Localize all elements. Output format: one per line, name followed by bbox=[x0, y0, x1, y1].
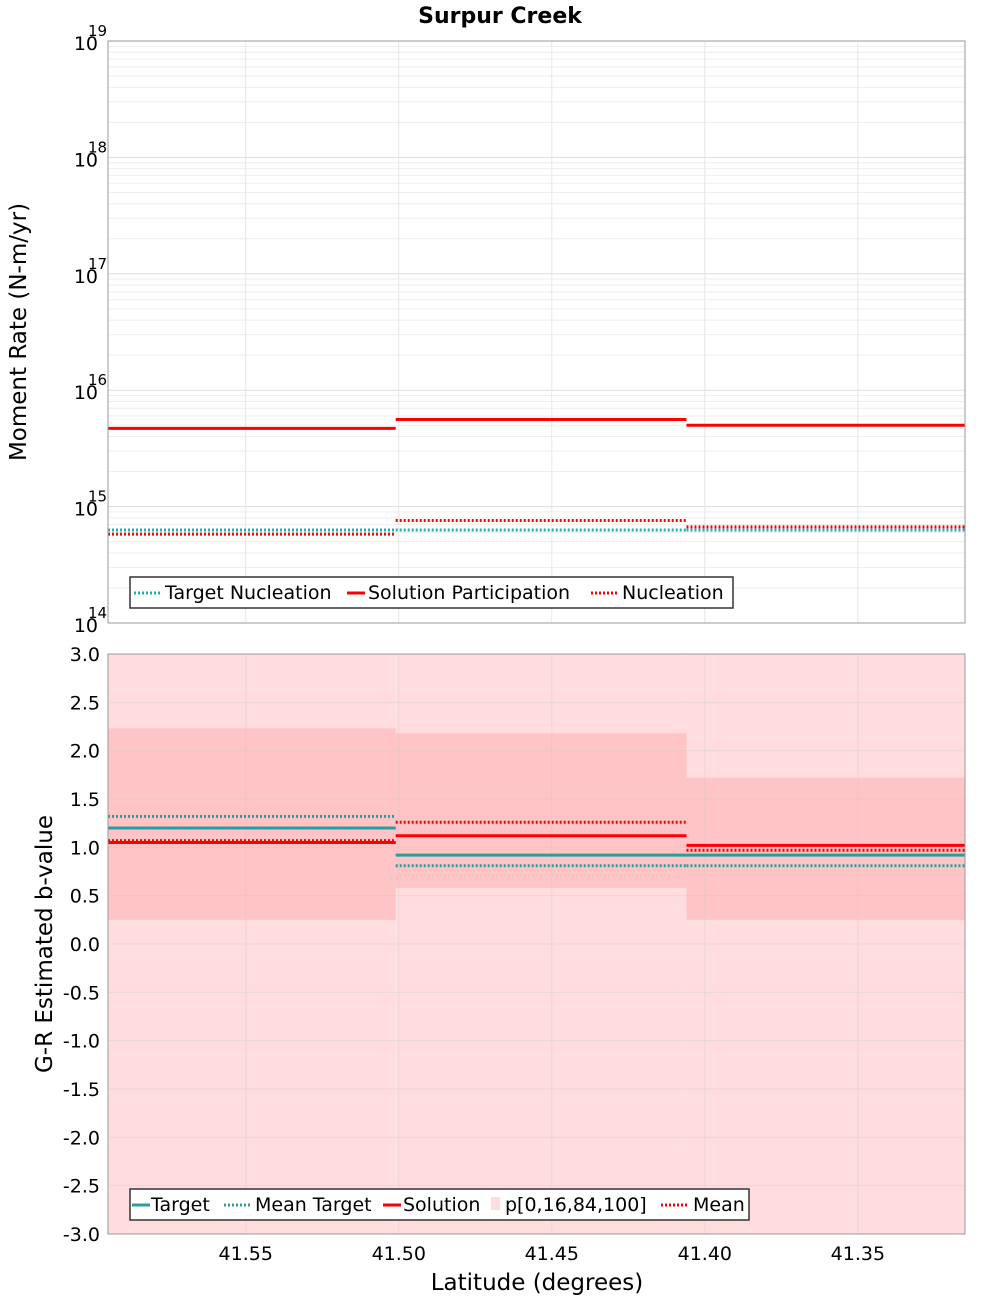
top-y-tick-label-exponent: 15 bbox=[88, 488, 107, 506]
bottom-y-tick-label: -1.0 bbox=[63, 1031, 100, 1053]
band-outer-segment bbox=[686, 654, 965, 1234]
band-inner-segment bbox=[395, 733, 687, 888]
bottom-y-tick-label: -1.5 bbox=[63, 1079, 100, 1101]
bottom-y-tick-label: -3.0 bbox=[63, 1224, 100, 1246]
top-legend-box bbox=[129, 576, 734, 609]
top-plot-background bbox=[108, 41, 965, 623]
bottom-y-tick-label: 1.0 bbox=[70, 837, 100, 859]
top-legend: Target Nucleation Solution Participation N… bbox=[129, 576, 734, 609]
x-axis-label: Latitude (degrees) bbox=[431, 1270, 644, 1296]
bottom-legend-label: Target bbox=[150, 1194, 210, 1216]
top-y-tick-label-base: 10 bbox=[74, 615, 98, 637]
chart-title: Surpur Creek bbox=[418, 4, 583, 29]
top-y-tick-label-exponent: 19 bbox=[88, 22, 107, 40]
top-y-tick-label-exponent: 16 bbox=[88, 371, 107, 389]
bottom-y-tick-label: 2.0 bbox=[70, 741, 100, 763]
top-y-tick-label-exponent: 18 bbox=[88, 138, 107, 156]
top-y-tick-label-base: 10 bbox=[74, 33, 98, 55]
b-value-panel: 3.0 2.5 2.0 1.5 1.0 0.5 0.0 -0.5 -1.0 -1.5 -2.0 -2.… bbox=[63, 644, 966, 1265]
bottom-legend: Target Mean Target Solution p[0,16,84,100] M… bbox=[129, 1188, 750, 1221]
top-y-tick-label-base: 10 bbox=[74, 266, 98, 288]
top-y-axis-label: Moment Rate (N-m/yr) bbox=[6, 203, 32, 461]
top-y-tick-label-exponent: 17 bbox=[88, 255, 107, 273]
x-tick-label: 41.55 bbox=[219, 1243, 273, 1265]
bottom-y-tick-label: 0.5 bbox=[70, 886, 100, 908]
top-y-tick-label-exponent: 14 bbox=[88, 604, 107, 622]
top-plot-frame bbox=[107, 40, 966, 624]
band-inner-segment bbox=[108, 728, 396, 920]
bottom-y-tick-label: 1.5 bbox=[70, 789, 100, 811]
top-y-tick-label-base: 10 bbox=[74, 149, 98, 171]
x-tick-label: 41.40 bbox=[678, 1243, 732, 1265]
bottom-y-tick-label: 3.0 bbox=[70, 644, 100, 666]
bottom-y-tick-label: 0.0 bbox=[70, 934, 100, 956]
x-tick-label: 41.35 bbox=[831, 1243, 885, 1265]
bottom-legend-label: Mean bbox=[693, 1194, 745, 1216]
bottom-y-axis-label: G-R Estimated b-value bbox=[32, 815, 58, 1073]
top-legend-label: Solution Participation bbox=[368, 582, 570, 604]
bottom-y-tick-label: -2.5 bbox=[63, 1176, 100, 1198]
bottom-y-tick-label: 2.5 bbox=[70, 692, 100, 714]
x-tick-label: 41.50 bbox=[372, 1243, 426, 1265]
top-legend-label: Nucleation bbox=[622, 582, 724, 604]
top-legend-label: Target Nucleation bbox=[164, 582, 332, 604]
bottom-legend-label: p[0,16,84,100] bbox=[505, 1194, 647, 1216]
bottom-legend-label: Solution bbox=[403, 1194, 480, 1216]
x-tick-label: 41.45 bbox=[525, 1243, 579, 1265]
bottom-legend-swatch bbox=[491, 1197, 500, 1210]
bottom-y-tick-label: -0.5 bbox=[63, 982, 100, 1004]
bottom-legend-label: Mean Target bbox=[255, 1194, 372, 1216]
top-y-tick-label-base: 10 bbox=[74, 499, 98, 521]
bottom-plot-frame bbox=[107, 653, 966, 1235]
top-y-tick-label-base: 10 bbox=[74, 382, 98, 404]
bottom-y-tick-label: -2.0 bbox=[63, 1127, 100, 1149]
